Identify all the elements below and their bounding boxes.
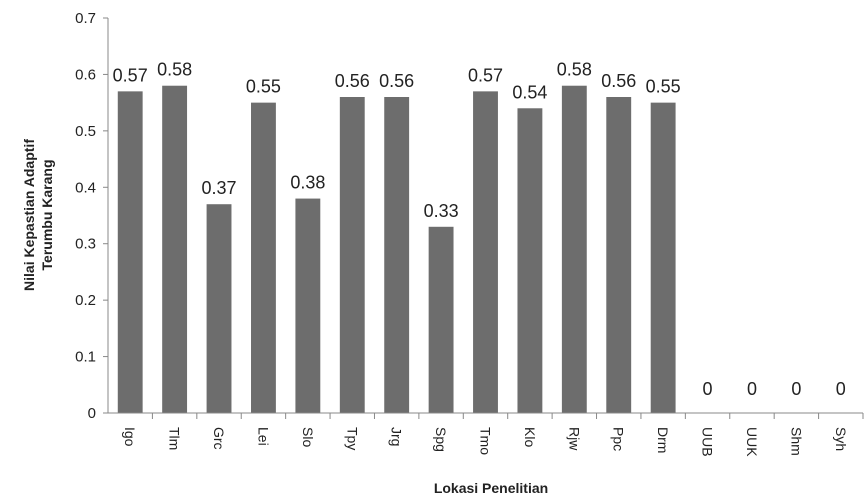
data-label-uuk: 0 bbox=[747, 379, 757, 399]
x-tick-label-jrg: Jrg bbox=[389, 427, 405, 446]
y-tick-label: 0.4 bbox=[75, 179, 96, 196]
bar-spg bbox=[428, 226, 454, 413]
x-tick-label-tmo: Tmo bbox=[478, 427, 494, 455]
x-tick-label-uuk: UUK bbox=[744, 427, 760, 457]
x-tick-label-drm: Drm bbox=[655, 427, 671, 453]
x-tick-label-tlm: Tlm bbox=[167, 427, 183, 450]
data-label-klo: 0.54 bbox=[512, 82, 547, 102]
data-label-ppc: 0.56 bbox=[601, 71, 636, 91]
y-axis-title-line-2: Terumbu Karang bbox=[39, 160, 55, 271]
y-tick-label: 0.1 bbox=[75, 349, 96, 366]
data-label-jrg: 0.56 bbox=[379, 71, 414, 91]
bar-tpy bbox=[339, 97, 365, 413]
x-tick-label-shm: Shm bbox=[788, 427, 804, 456]
data-label-rjw: 0.58 bbox=[557, 60, 592, 80]
x-tick-label-igo: Igo bbox=[122, 427, 138, 447]
x-tick-label-lei: Lei bbox=[255, 427, 271, 446]
data-label-grc: 0.37 bbox=[202, 178, 237, 198]
y-tick-label: 0.3 bbox=[75, 236, 96, 253]
data-label-tmo: 0.57 bbox=[468, 65, 503, 85]
x-tick-label-rjw: Rjw bbox=[566, 427, 582, 451]
bar-grc bbox=[206, 204, 232, 413]
y-axis-title-line-1: Nilai Kepastian Adaptif bbox=[21, 139, 37, 291]
x-tick-label-tpy: Tpy bbox=[344, 427, 360, 450]
bars-group bbox=[117, 85, 676, 414]
data-label-drm: 0.55 bbox=[646, 77, 681, 97]
bar-tlm bbox=[162, 85, 188, 413]
data-labels-group: 0.57 0.58 0.37 0.55 0.38 0.56 0.56 0.33 0.57 0.54… bbox=[113, 60, 846, 399]
x-tick-label-klo: Klo bbox=[522, 427, 538, 447]
bar-tmo bbox=[473, 91, 498, 413]
x-axis-title: Lokasi Penelitian bbox=[434, 480, 548, 496]
bar-ppc bbox=[606, 97, 632, 413]
bar-klo bbox=[517, 108, 543, 414]
bar-jrg bbox=[384, 97, 410, 413]
data-label-lei: 0.55 bbox=[246, 77, 281, 97]
bar-rjw bbox=[561, 85, 587, 413]
data-label-tlm: 0.58 bbox=[157, 60, 192, 80]
x-tick-label-syh: Syh bbox=[833, 427, 849, 451]
bar-lei bbox=[251, 102, 276, 414]
data-label-igo: 0.57 bbox=[113, 65, 148, 85]
bar-igo bbox=[117, 91, 143, 413]
y-tick-label: 0.5 bbox=[75, 123, 96, 140]
data-label-slo: 0.38 bbox=[290, 173, 325, 193]
bar-slo bbox=[295, 198, 321, 413]
y-tick-label: 0 bbox=[88, 405, 96, 422]
x-tick-label-grc: Grc bbox=[211, 427, 227, 450]
y-tick-label: 0.2 bbox=[75, 292, 96, 309]
x-tick-label-spg: Spg bbox=[433, 427, 449, 452]
y-tick-label: 0.7 bbox=[75, 10, 96, 27]
data-label-uub: 0 bbox=[703, 379, 713, 399]
data-label-spg: 0.33 bbox=[424, 201, 459, 221]
x-tick-label-slo: Slo bbox=[300, 427, 316, 447]
data-label-shm: 0 bbox=[791, 379, 801, 399]
y-axis-ticks: 0 0.1 0.2 0.3 0.4 0.5 0.6 0.7 bbox=[75, 10, 108, 422]
data-label-syh: 0 bbox=[836, 379, 846, 399]
x-axis-ticks: Igo Tlm Grc Lei Slo Tpy Jrg Spg Tmo Klo Rjw Ppc Drm U… bbox=[122, 413, 864, 457]
x-tick-label-uub: UUB bbox=[700, 427, 716, 457]
x-tick-label-ppc: Ppc bbox=[611, 427, 627, 451]
bar-drm bbox=[650, 102, 676, 414]
y-tick-label: 0.6 bbox=[75, 66, 96, 83]
data-label-tpy: 0.56 bbox=[335, 71, 370, 91]
